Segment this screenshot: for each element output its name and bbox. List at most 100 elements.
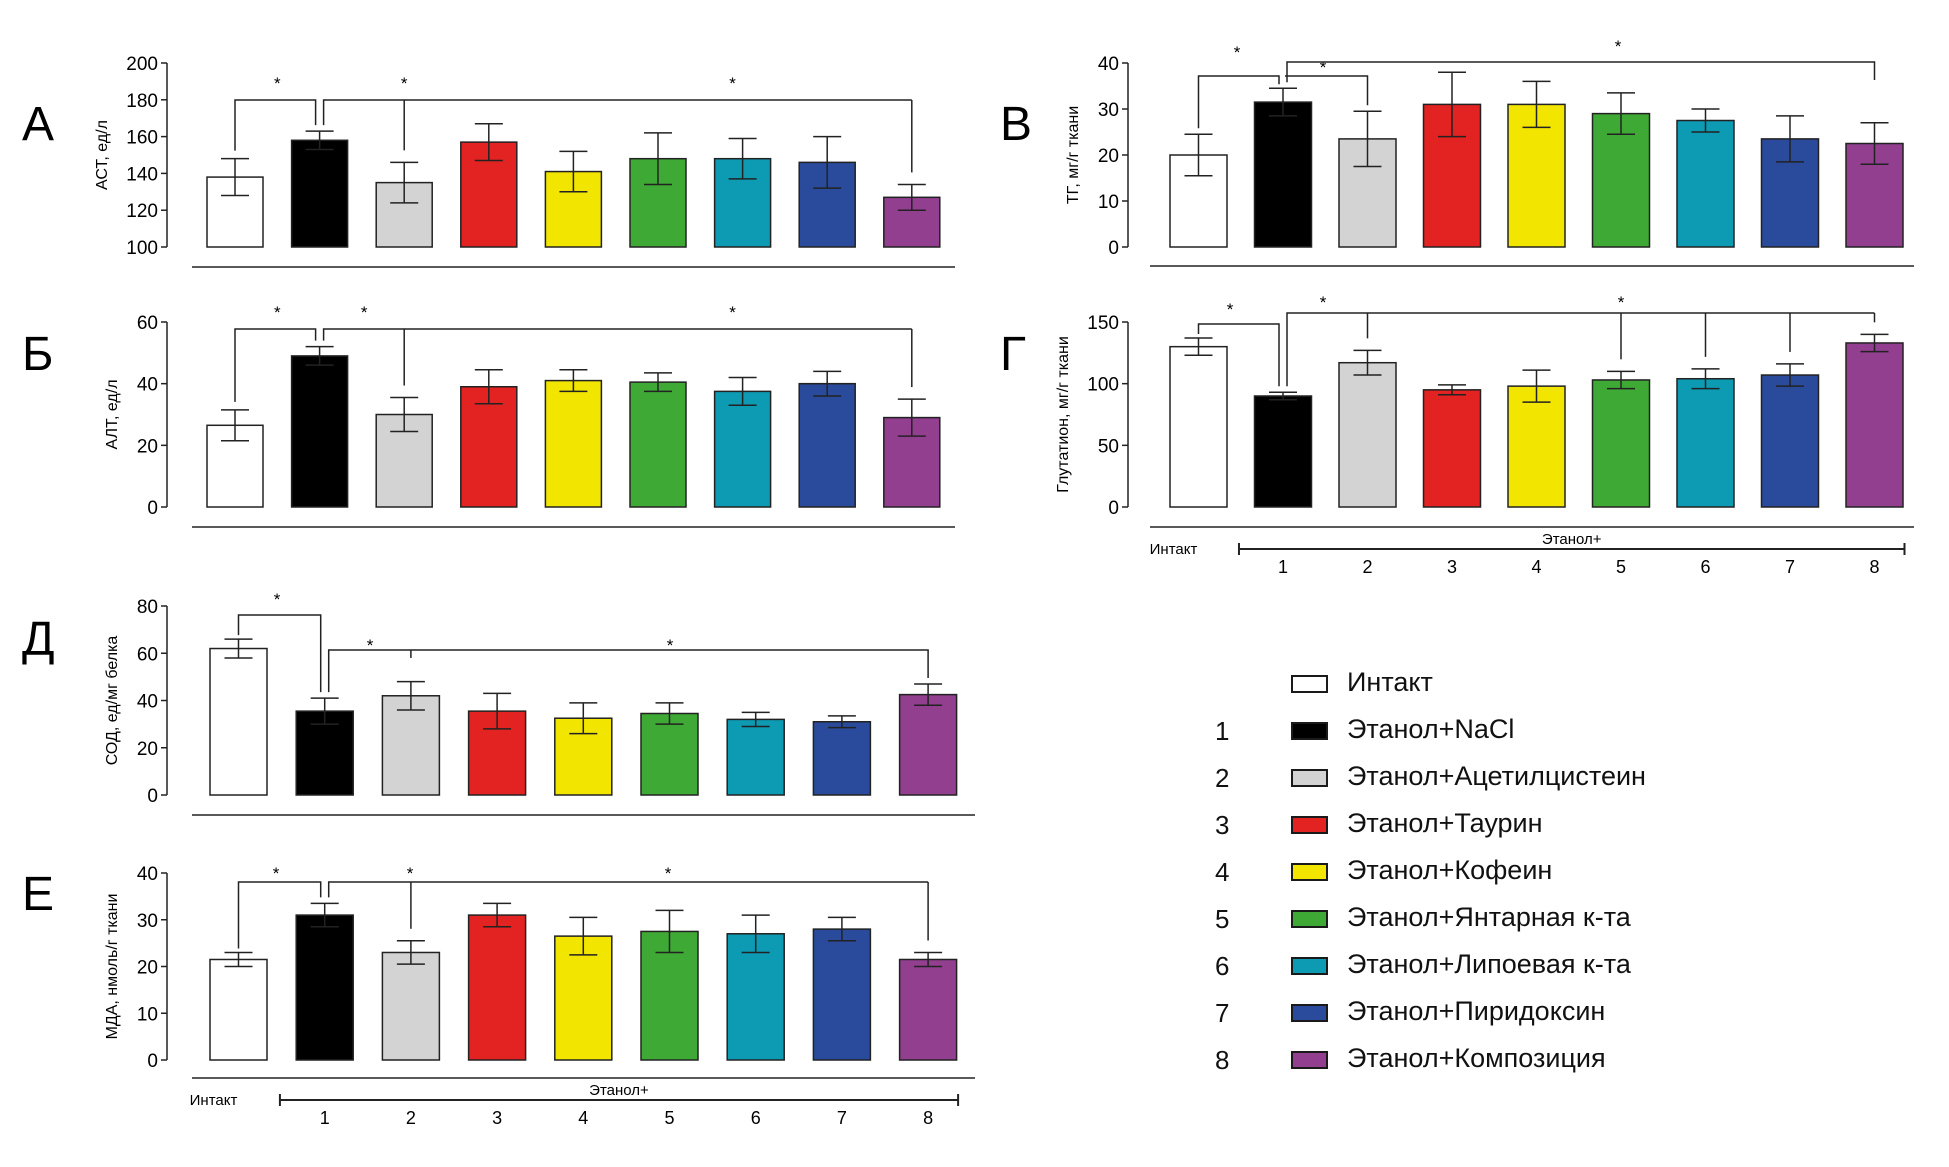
x-group-number: 6 <box>751 1108 761 1128</box>
bar-g5 <box>1591 379 1651 508</box>
y-tick-label: 40 <box>137 375 158 396</box>
significance-bracket <box>234 99 317 151</box>
significance-bracket <box>1286 312 1875 387</box>
y-tick-label: 0 <box>147 498 158 519</box>
bar-g2 <box>1338 361 1397 508</box>
y-tick-label: 20 <box>137 958 158 979</box>
y-axis-label: СОД, ед/мг белка <box>104 636 121 766</box>
legend-swatch <box>1291 863 1328 881</box>
legend-label: Этанол+Ацетилцистеин <box>1347 761 1646 791</box>
y-tick-label: 60 <box>137 313 158 334</box>
chart-panel-3: Б 0 20 40 60 АЛТ, ед/л * * * <box>22 303 955 528</box>
bar-g4 <box>1507 103 1566 248</box>
legend-swatch <box>1291 675 1328 693</box>
bar-g7 <box>798 382 856 508</box>
significance-star: * <box>401 74 408 93</box>
y-tick-label: 180 <box>126 91 158 112</box>
bar-g6 <box>726 718 785 796</box>
y-tick-label: 140 <box>126 164 158 185</box>
legend-swatch <box>1291 722 1328 740</box>
legend-number: 1 <box>1215 716 1230 746</box>
legend-number: 8 <box>1215 1045 1230 1075</box>
bar-g3 <box>467 914 527 1061</box>
legend-swatch <box>1291 957 1328 975</box>
legend-label: Этанол+Кофеин <box>1347 855 1553 885</box>
significance-star: * <box>729 303 736 322</box>
bar-intact <box>209 647 268 796</box>
bar-g5 <box>1591 112 1651 248</box>
x-group-number: 1 <box>320 1108 330 1128</box>
y-tick-label: 50 <box>1098 436 1119 457</box>
bar-g6 <box>713 390 772 508</box>
y-tick-label: 20 <box>137 436 158 457</box>
bar-g6 <box>1676 377 1735 508</box>
y-tick-label: 0 <box>147 1051 158 1072</box>
significance-bracket <box>327 881 929 898</box>
significance-star: * <box>665 864 672 883</box>
significance-star: * <box>1227 300 1234 319</box>
x-group-number: 3 <box>1447 557 1457 577</box>
x-group-number: 3 <box>492 1108 502 1128</box>
significance-bracket <box>1197 75 1280 129</box>
x-group-intact-label: Интакт <box>1150 541 1198 558</box>
bar-intact <box>1169 345 1228 508</box>
legend-number: 5 <box>1215 904 1230 934</box>
y-tick-label: 20 <box>137 739 158 760</box>
bar-g1 <box>1253 395 1313 508</box>
bar-g1 <box>295 710 354 796</box>
x-group-number: 7 <box>1785 557 1795 577</box>
legend-swatch <box>1291 1004 1328 1022</box>
x-group-number: 8 <box>923 1108 933 1128</box>
bar-g2 <box>381 951 441 1061</box>
legend-label: Этанол+Янтарная к-та <box>1347 902 1631 932</box>
bar-g7 <box>812 928 872 1061</box>
legend-number: 6 <box>1215 951 1230 981</box>
significance-star: * <box>361 303 368 322</box>
panel-letter: А <box>22 98 54 151</box>
y-tick-label: 0 <box>1108 238 1119 259</box>
legend-number: 7 <box>1215 998 1230 1028</box>
bar-g1 <box>290 355 349 508</box>
legend-label: Этанол+Липоевая к-та <box>1347 949 1631 979</box>
x-group-ethanol-label: Этанол+ <box>1542 531 1602 548</box>
chart-panel-1: А 100 120 140 160 180 200 АСТ, ед/л * * * <box>22 54 955 268</box>
bar-g3 <box>460 386 518 508</box>
significance-star: * <box>1234 43 1241 62</box>
x-group-intact-label: Интакт <box>190 1092 238 1109</box>
bar-g4 <box>1507 385 1566 508</box>
significance-star: * <box>274 74 281 93</box>
significance-bracket <box>234 328 317 402</box>
y-tick-label: 40 <box>137 864 158 885</box>
significance-star: * <box>274 590 281 609</box>
bar-g5 <box>640 712 699 796</box>
legend-swatch <box>1291 910 1328 928</box>
legend-swatch <box>1291 816 1328 834</box>
y-tick-label: 120 <box>126 201 158 222</box>
chart-panel-5: Д 0 20 40 60 80 СОД, ед/мг белка * * * <box>22 590 975 816</box>
significance-bracket <box>322 99 912 126</box>
x-group-number: 5 <box>1616 557 1626 577</box>
panel-letter: Д <box>22 613 55 666</box>
y-tick-label: 150 <box>1087 313 1119 334</box>
legend-number: 4 <box>1215 857 1230 887</box>
legend-number: 3 <box>1215 810 1230 840</box>
panel-letter: Г <box>1000 328 1026 381</box>
y-tick-label: 40 <box>137 692 158 713</box>
significance-bracket <box>237 614 322 693</box>
y-axis-label: ТГ, мг/г ткани <box>1065 106 1082 204</box>
significance-bracket <box>322 328 912 341</box>
bar-g2 <box>375 181 433 248</box>
bar-g3 <box>1422 389 1482 508</box>
y-tick-label: 30 <box>1098 100 1119 121</box>
x-group-number: 8 <box>1869 557 1879 577</box>
bar-g5 <box>629 381 687 508</box>
y-tick-label: 10 <box>1098 192 1119 213</box>
y-tick-label: 30 <box>137 911 158 932</box>
significance-star: * <box>729 74 736 93</box>
chart-panel-2: В 0 10 20 30 40 ТГ, мг/г ткани * * * <box>1000 37 1914 267</box>
bar-g8 <box>898 693 958 796</box>
bar-g7 <box>812 721 872 796</box>
significance-star: * <box>273 864 280 883</box>
x-group-number: 2 <box>406 1108 416 1128</box>
